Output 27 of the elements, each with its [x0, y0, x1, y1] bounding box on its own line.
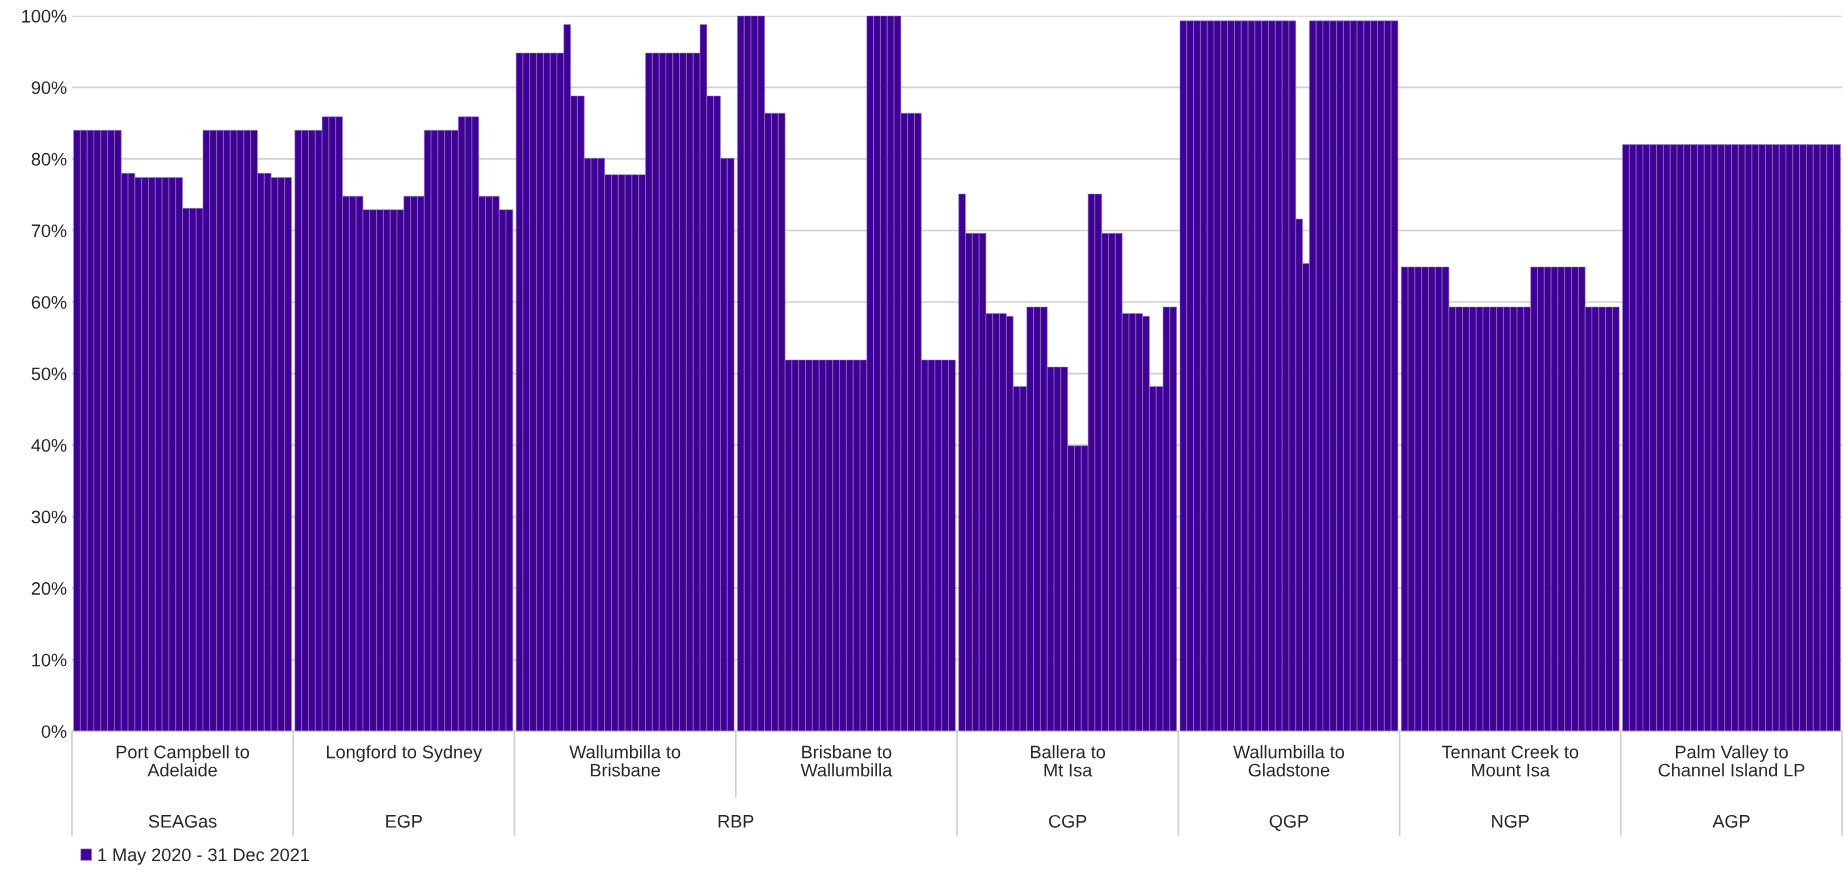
- y-tick-label: 70%: [31, 224, 67, 238]
- x-tick-label: Port Campbell to Adelaide: [116, 745, 250, 777]
- y-tick-label: 60%: [31, 295, 67, 309]
- x-tick-label: Wallumbilla to Gladstone: [1233, 745, 1345, 777]
- y-tick-label: 10%: [32, 653, 67, 667]
- y-tick-label: 80%: [31, 152, 67, 166]
- y-tick-label: 50%: [31, 367, 67, 381]
- y-tick-label: 90%: [31, 81, 67, 95]
- x-tick-label: Ballera to Mt Isa: [1031, 745, 1106, 777]
- text: SEAGas: [148, 814, 217, 828]
- y-tick-label: 30%: [31, 510, 67, 524]
- text: AGP: [1712, 814, 1750, 828]
- y-tick-label: 0%: [41, 725, 67, 738]
- text: QGP: [1269, 814, 1309, 831]
- text: CGP: [1049, 814, 1087, 828]
- x-tick-label: Brisbane to Wallumbilla: [800, 745, 893, 777]
- y-tick-label: 100%: [22, 9, 67, 23]
- y-tick-label: 20%: [31, 582, 67, 595]
- x-tick-label: Wallumbilla to Brisbane: [569, 745, 681, 777]
- y-tick-label: 40%: [31, 439, 67, 452]
- text: RBP: [718, 815, 754, 828]
- legend-label: 1 May 2020 - 31 Dec 2021: [98, 848, 309, 865]
- text: NGP: [1492, 814, 1529, 828]
- x-tick-label: Palm Valley to Channel Island LP: [1658, 745, 1805, 777]
- x-tick-label: Longford to Sydney: [327, 745, 483, 762]
- text: EGP: [386, 814, 422, 828]
- x-tick-label: Tennant Creek to Mount Isa: [1441, 745, 1579, 777]
